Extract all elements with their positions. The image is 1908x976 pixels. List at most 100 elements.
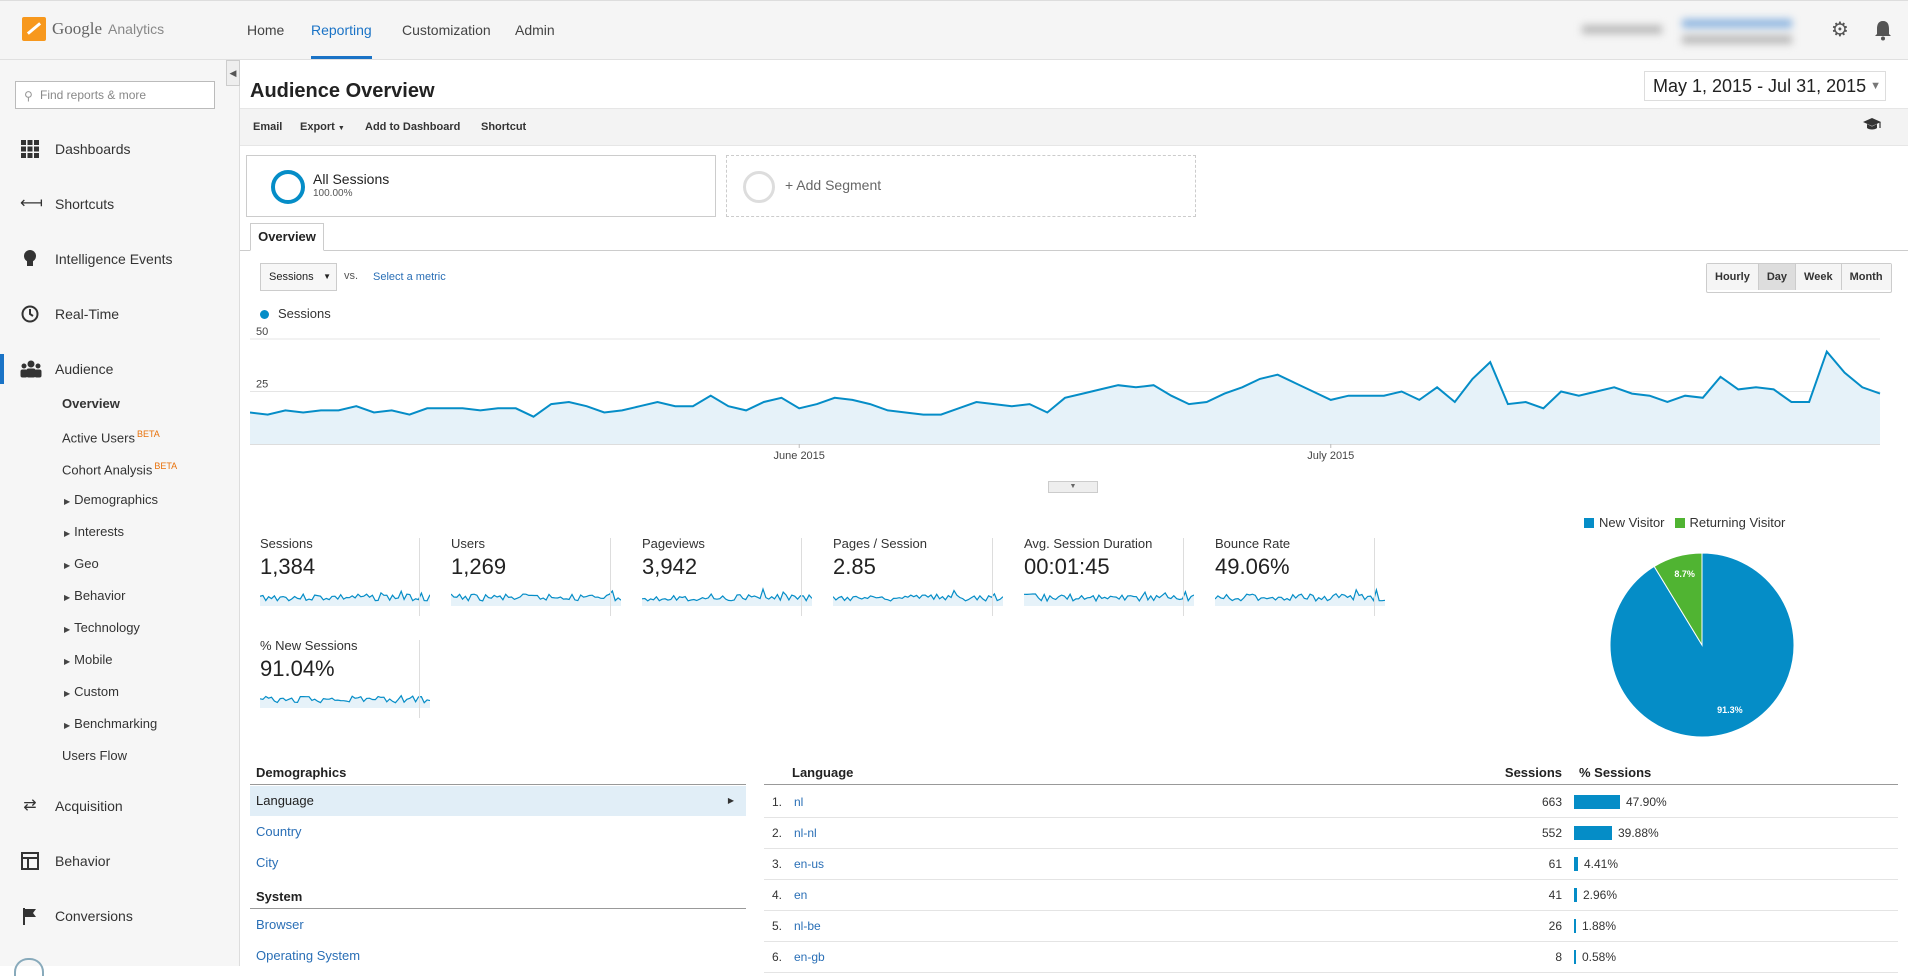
add-to-dashboard-button[interactable]: Add to Dashboard (365, 121, 461, 133)
metric-box[interactable]: Bounce Rate 49.06% (1195, 536, 1385, 616)
layout-icon (20, 852, 40, 870)
gear-icon[interactable]: ⚙ (1831, 19, 1849, 41)
sidebar-sub-label: Demographics (74, 492, 158, 507)
shortcut-button[interactable]: Shortcut (481, 121, 527, 133)
sidebar-sub-technology[interactable]: ▶ Technology (64, 618, 140, 638)
sparkline-fill (642, 589, 812, 606)
granularity-day[interactable]: Day (1758, 264, 1797, 290)
sidebar-item-intelligence-events[interactable]: Intelligence Events (0, 244, 240, 274)
language-link[interactable]: en-gb (794, 950, 825, 964)
language-link[interactable]: nl-nl (794, 826, 817, 840)
pie-legend-new-label: New Visitor (1599, 515, 1665, 530)
tab-overview[interactable]: Overview (250, 223, 324, 251)
nav-reporting[interactable]: Reporting (311, 1, 372, 59)
metric-box[interactable]: Pages / Session 2.85 (813, 536, 1003, 616)
sidebar-sub-cohort-analysis[interactable]: Cohort Analysis BETA (62, 456, 177, 477)
language-link[interactable]: en-us (794, 857, 825, 871)
metric-divider (1374, 538, 1375, 616)
metric-label: Sessions (260, 536, 313, 551)
demographics-item-language[interactable]: Language ▶ (250, 786, 746, 816)
granularity-week[interactable]: Week (1796, 264, 1842, 290)
add-segment-label: + Add Segment (785, 177, 882, 193)
vs-label: vs. (344, 270, 359, 282)
pct-sessions-bar (1574, 795, 1620, 809)
metric-box[interactable]: % New Sessions 91.04% (240, 638, 430, 718)
account-selector[interactable] (1582, 19, 1802, 49)
google-analytics-logo[interactable]: Google Analytics (22, 17, 164, 41)
export-label: Export (300, 121, 335, 133)
metric-box[interactable]: Users 1,269 (431, 536, 621, 616)
language-link[interactable]: nl (794, 795, 804, 809)
table-row: 3. en-us 61 4.41% (764, 848, 1898, 880)
sidebar-item-conversions[interactable]: Conversions (0, 901, 240, 931)
sidebar-sub-overview[interactable]: Overview (62, 396, 120, 411)
divider (764, 784, 1898, 785)
granularity-hourly[interactable]: Hourly (1707, 264, 1759, 290)
language-table: 1. nl 663 47.90% 2. nl-nl 552 39.88% 3. en-us 61 4.… (764, 786, 1898, 973)
search-input[interactable]: ⚲ Find reports & more (15, 81, 215, 109)
demographics-item-label: Language (256, 793, 314, 808)
nav-home[interactable]: Home (247, 22, 285, 38)
triangle-right-icon: ▶ (727, 796, 734, 805)
metric-box[interactable]: Sessions 1,384 (240, 536, 430, 616)
sidebar-sub-mobile[interactable]: ▶ Mobile (64, 650, 112, 670)
metric-select-value: Sessions (269, 271, 314, 283)
bell-icon[interactable] (1872, 19, 1894, 41)
metric-divider (419, 538, 420, 616)
export-button[interactable]: Export ▼ (300, 121, 345, 133)
graduation-cap-icon[interactable] (1862, 117, 1882, 138)
demographics-item-city[interactable]: City (256, 855, 279, 870)
sessions-series-line[interactable] (250, 349, 1881, 418)
sidebar-item-label: Shortcuts (55, 196, 115, 212)
visitor-pie-chart[interactable]: 91.3% 8.7% (1602, 545, 1802, 745)
select-metric-link[interactable]: Select a metric (373, 271, 446, 283)
sessions-line-chart[interactable]: 25 50 June 2015 July 2015 (250, 305, 1890, 477)
sidebar-item-shortcuts[interactable]: ⟻ Shortcuts (0, 189, 240, 219)
system-item-browser[interactable]: Browser (256, 917, 304, 932)
metric-box[interactable]: Pageviews 3,942 (622, 536, 812, 616)
sidebar-sub-interests[interactable]: ▶ Interests (64, 522, 124, 542)
sidebar-sub-benchmarking[interactable]: ▶ Benchmarking (64, 714, 157, 734)
pct-sessions-value: 1.88% (1582, 919, 1617, 933)
metric-sparkline (833, 589, 1003, 606)
sparkline-line (260, 589, 430, 602)
discover-icon[interactable] (14, 958, 44, 976)
metric-divider (1183, 538, 1184, 616)
granularity-month[interactable]: Month (1841, 264, 1891, 290)
sidebar-sub-users-flow[interactable]: Users Flow (62, 748, 128, 763)
sidebar-sub-geo[interactable]: ▶ Geo (64, 554, 99, 574)
sidebar-item-label: Acquisition (55, 798, 123, 814)
demographics-item-country[interactable]: Country (256, 824, 302, 839)
pie-slice-returning-visitor[interactable] (1653, 552, 1703, 647)
sidebar-item-audience[interactable]: Audience (0, 354, 240, 384)
email-button[interactable]: Email (253, 121, 283, 133)
sparkline-line (1024, 590, 1194, 603)
table-row: 2. nl-nl 552 39.88% (764, 817, 1898, 849)
segment-percent: 100.00% (313, 188, 353, 199)
sidebar-item-real-time[interactable]: Real-Time (0, 299, 240, 329)
active-users-label: Active Users (62, 430, 135, 446)
sidebar-item-acquisition[interactable]: ⇄ Acquisition (0, 791, 240, 821)
sidebar-sub-demographics[interactable]: ▶ Demographics (64, 490, 158, 510)
sidebar-sub-behavior[interactable]: ▶ Behavior (64, 586, 125, 606)
triangle-right-icon: ▶ (64, 657, 71, 666)
date-range-picker[interactable]: May 1, 2015 - Jul 31, 2015 ▼ (1644, 71, 1886, 101)
sidebar-sub-custom[interactable]: ▶ Custom (64, 682, 119, 702)
language-link[interactable]: nl-be (794, 919, 821, 933)
nav-admin[interactable]: Admin (515, 22, 555, 38)
nav-customization[interactable]: Customization (402, 22, 491, 38)
segment-all-sessions[interactable]: All Sessions 100.00% (246, 155, 716, 217)
metric-select[interactable]: Sessions ▼ (260, 263, 337, 291)
language-link[interactable]: en (794, 888, 808, 902)
add-segment-button[interactable]: + Add Segment (726, 155, 1196, 217)
sidebar-item-behavior[interactable]: Behavior (0, 846, 240, 876)
metric-box[interactable]: Avg. Session Duration 00:01:45 (1004, 536, 1194, 616)
sidebar-sub-active-users[interactable]: Active Users BETA (62, 424, 160, 446)
sidebar-item-label: Conversions (55, 908, 133, 924)
sidebar-collapse-button[interactable]: ◀ (226, 60, 240, 86)
system-item-operating-system[interactable]: Operating System (256, 948, 361, 963)
sidebar-item-dashboards[interactable]: Dashboards (0, 134, 240, 164)
search-placeholder: Find reports & more (40, 88, 147, 102)
divider (250, 908, 746, 909)
chart-expand-handle[interactable]: ▼ (1048, 481, 1098, 493)
